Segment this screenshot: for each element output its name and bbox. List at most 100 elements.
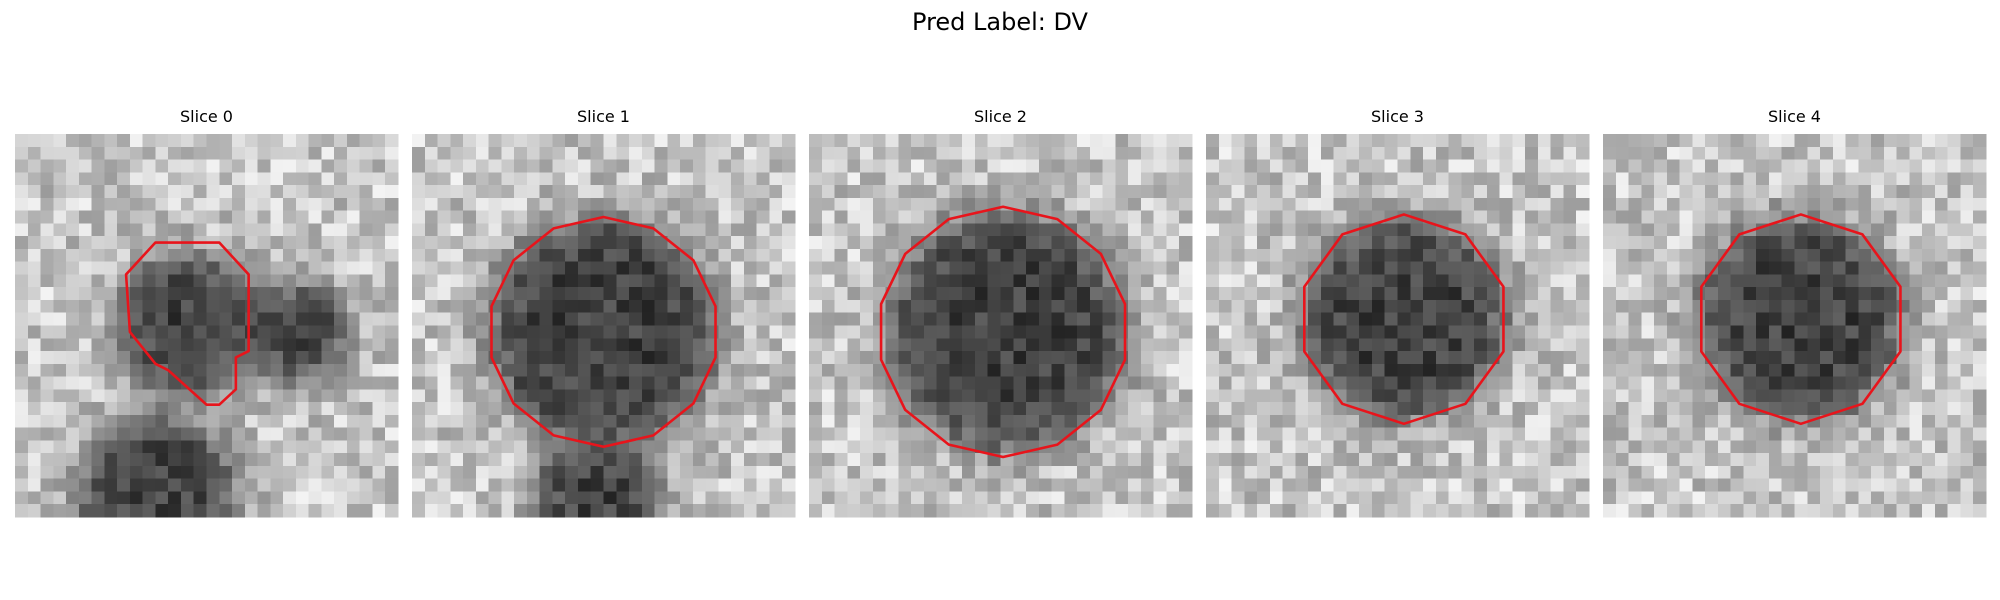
pixel	[1576, 159, 1590, 173]
pixel	[1166, 223, 1180, 237]
pixel	[1537, 504, 1552, 518]
pixel	[1883, 363, 1898, 378]
pixel	[1871, 159, 1885, 173]
pixel	[1435, 427, 1450, 441]
pixel	[1768, 134, 1783, 148]
pixel	[731, 478, 745, 492]
pixel	[1257, 210, 1271, 224]
pixel	[629, 491, 643, 505]
pixel	[1089, 223, 1104, 237]
pixel	[834, 223, 848, 237]
pixel	[1820, 299, 1834, 314]
pixel	[641, 248, 656, 263]
pixel	[1705, 363, 1719, 378]
pixel	[1628, 299, 1642, 314]
pixel	[53, 261, 67, 275]
pixel	[412, 478, 426, 492]
pixel	[1153, 478, 1167, 492]
pixel	[1794, 236, 1808, 250]
pixel	[1269, 236, 1284, 250]
pixel	[1320, 402, 1335, 416]
pixel	[1679, 146, 1693, 161]
pixel	[769, 185, 783, 199]
pixel	[769, 504, 783, 518]
pixel	[219, 223, 233, 237]
pixel	[1858, 134, 1872, 148]
pixel	[1756, 325, 1770, 339]
pixel	[1371, 338, 1386, 352]
pixel	[1512, 389, 1526, 403]
pixel	[1960, 325, 1974, 339]
pixel	[1512, 159, 1526, 173]
pixel	[91, 172, 105, 186]
pixel	[1077, 312, 1091, 326]
pixel	[321, 185, 335, 199]
pixel	[232, 210, 246, 224]
pixel	[412, 351, 426, 365]
pixel	[1435, 185, 1450, 199]
pixel	[718, 248, 732, 263]
pixel	[1206, 146, 1220, 161]
pixel	[667, 338, 681, 352]
pixel	[1756, 491, 1770, 505]
pixel	[308, 351, 322, 365]
pixel	[283, 478, 297, 492]
pixel	[705, 491, 719, 505]
pixel	[424, 185, 439, 199]
pixel	[1153, 491, 1167, 505]
pixel	[53, 134, 67, 148]
pixel	[1871, 338, 1885, 352]
pixel	[91, 159, 105, 173]
pixel	[155, 363, 169, 378]
pixel	[219, 504, 233, 518]
pixel	[385, 197, 399, 212]
pixel	[1128, 376, 1142, 390]
pixel	[834, 351, 848, 365]
pixel	[1730, 210, 1744, 224]
pixel	[1166, 248, 1180, 263]
pixel	[1525, 134, 1539, 148]
pixel	[1576, 172, 1590, 186]
pixel	[1486, 376, 1501, 390]
pixel	[885, 223, 899, 237]
pixel	[346, 440, 361, 454]
pixel	[1153, 325, 1167, 339]
pixel	[1576, 312, 1590, 326]
pixel	[66, 427, 80, 441]
pixel	[1858, 440, 1872, 454]
pixel	[334, 223, 348, 237]
pixel	[308, 478, 322, 492]
pixel	[667, 478, 681, 492]
pixel	[743, 478, 758, 492]
pixel	[180, 465, 195, 480]
pixel	[718, 274, 732, 288]
pixel	[1026, 312, 1040, 326]
pixel	[911, 465, 925, 480]
pixel	[809, 363, 823, 378]
pixel	[1140, 440, 1155, 454]
pixel	[232, 146, 246, 161]
pixel	[359, 210, 373, 224]
pixel	[1448, 325, 1462, 339]
pixel	[15, 159, 29, 173]
pixel	[718, 440, 732, 454]
pixel	[1371, 440, 1386, 454]
pixel	[1461, 491, 1475, 505]
pixel	[1615, 185, 1630, 199]
pixel	[1717, 478, 1732, 492]
pixel	[1206, 402, 1220, 416]
pixel	[437, 146, 451, 161]
pixel	[372, 159, 386, 173]
pixel	[1934, 248, 1949, 263]
pixel	[1641, 504, 1655, 518]
pixel	[923, 491, 938, 505]
pixel	[1064, 261, 1078, 275]
pixel	[1654, 453, 1668, 467]
pixel	[667, 287, 681, 301]
pixel	[1512, 478, 1526, 492]
pixel	[539, 299, 553, 314]
pixel	[437, 363, 451, 378]
pixel	[1705, 223, 1719, 237]
pixel	[1845, 312, 1859, 326]
pixel	[359, 312, 373, 326]
